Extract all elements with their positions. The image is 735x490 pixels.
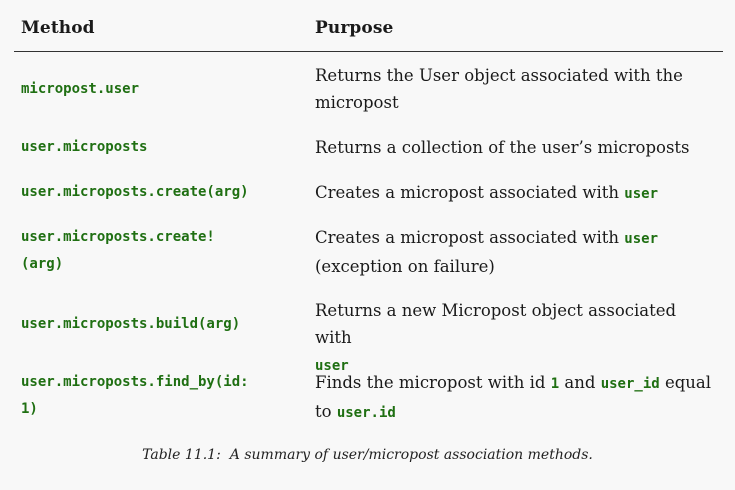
method-code: 1) <box>21 401 38 417</box>
purpose-cell: Returns a new Micropost object associate… <box>315 297 715 380</box>
purpose-text: micropost <box>315 93 399 112</box>
method-cell: user.microposts.create(arg) <box>21 179 311 206</box>
header-purpose: Purpose <box>315 18 393 38</box>
purpose-code: 1 <box>551 376 559 392</box>
purpose-text: (exception on failure) <box>315 257 495 276</box>
table-row: user.microposts.create! (arg) Creates a … <box>14 224 723 280</box>
caption-text: A summary of user/micropost association … <box>230 447 593 463</box>
caption-label: Table 11.1: <box>142 447 221 463</box>
purpose-text: Finds the micropost with id <box>315 373 551 392</box>
association-methods-table: Method Purpose micropost.user Returns th… <box>14 10 723 52</box>
header-method: Method <box>21 18 95 38</box>
method-cell: user.microposts.create! (arg) <box>21 224 311 278</box>
method-code: user.microposts.find_by(id: <box>21 374 249 390</box>
purpose-text: Returns a new Micropost object associate… <box>315 301 676 347</box>
purpose-cell: Returns a collection of the user’s micro… <box>315 134 715 161</box>
method-cell: micropost.user <box>21 76 311 103</box>
method-code: (arg) <box>21 256 63 272</box>
table-row: user.microposts.build(arg) Returns a new… <box>14 297 723 353</box>
purpose-cell: Creates a micropost associated with user <box>315 179 715 208</box>
purpose-text: equal <box>660 373 711 392</box>
table-row: user.microposts.create(arg) Creates a mi… <box>14 179 723 207</box>
method-cell: user.microposts.build(arg) <box>21 311 311 338</box>
method-code: user.microposts <box>21 139 147 155</box>
method-code: micropost.user <box>21 81 139 97</box>
purpose-text: to <box>315 402 337 421</box>
method-cell: user.microposts <box>21 134 311 161</box>
purpose-code: user.id <box>337 405 396 421</box>
table-row: micropost.user Returns the User object a… <box>14 62 723 118</box>
table-row: user.microposts Returns a collection of … <box>14 134 723 162</box>
method-cell: user.microposts.find_by(id: 1) <box>21 369 311 423</box>
method-code: user.microposts.build(arg) <box>21 316 240 332</box>
table-row: user.microposts.find_by(id: 1) Finds the… <box>14 369 723 425</box>
purpose-text: Returns the User object associated with … <box>315 66 683 85</box>
purpose-text: Creates a micropost associated with <box>315 228 624 247</box>
table-caption: Table 11.1: A summary of user/micropost a… <box>0 447 735 463</box>
purpose-code: user_id <box>601 376 660 392</box>
purpose-cell: Finds the micropost with id 1 and user_i… <box>315 369 715 427</box>
purpose-cell: Returns the User object associated with … <box>315 62 715 116</box>
purpose-text: Returns a collection of the user’s micro… <box>315 138 690 157</box>
purpose-code: user <box>624 231 658 247</box>
method-code: user.microposts.create! <box>21 229 215 245</box>
purpose-text: and <box>559 373 601 392</box>
purpose-text: Creates a micropost associated with <box>315 183 624 202</box>
purpose-cell: Creates a micropost associated with user… <box>315 224 715 280</box>
table-header: Method Purpose <box>14 10 723 52</box>
method-code: user.microposts.create(arg) <box>21 184 249 200</box>
purpose-code: user <box>624 186 658 202</box>
